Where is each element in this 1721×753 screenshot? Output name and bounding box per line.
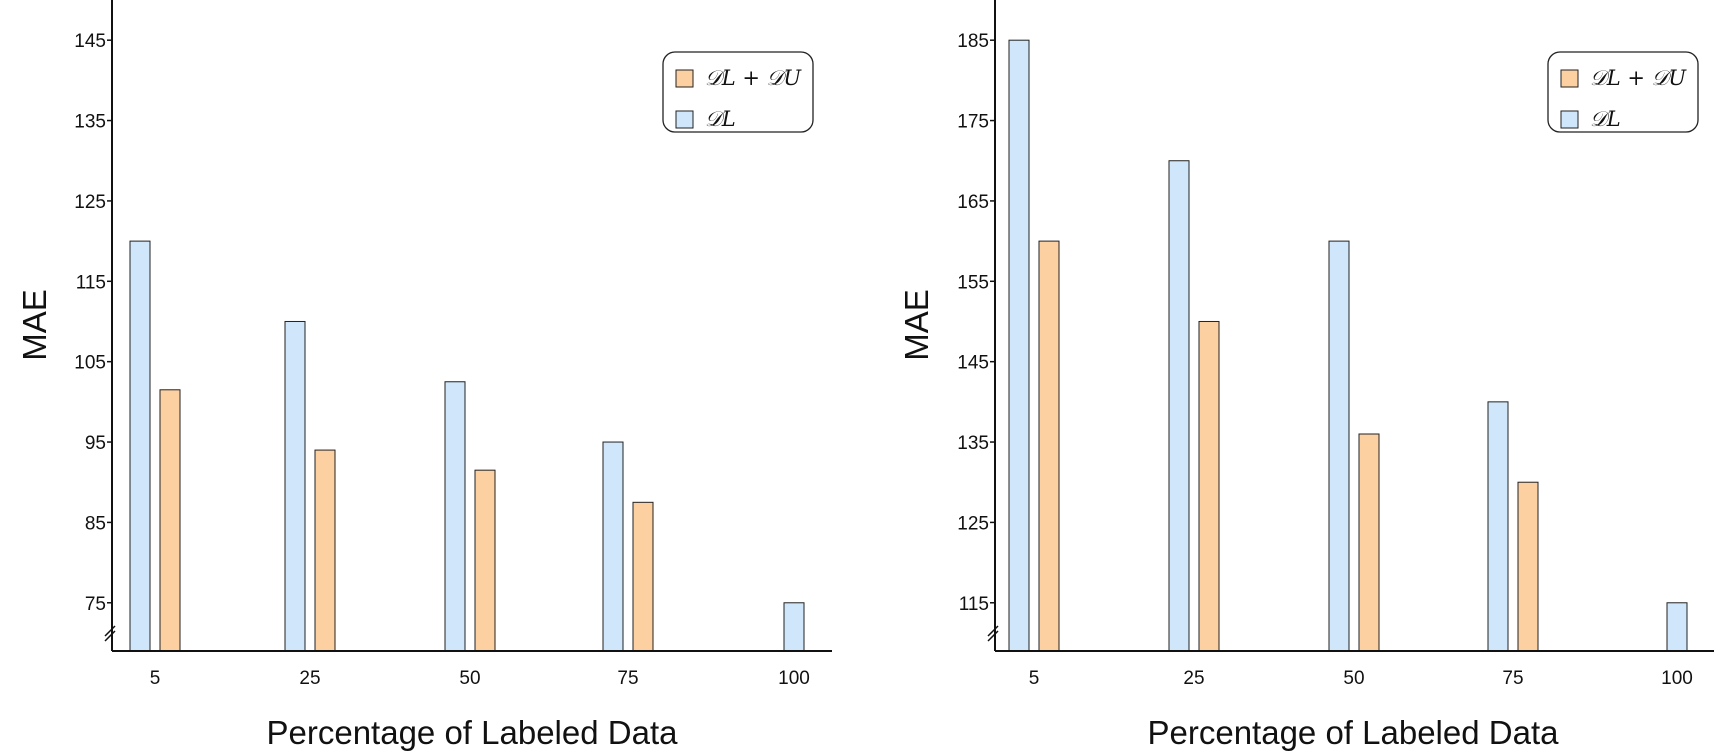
y-tick-label: 125 xyxy=(74,192,106,213)
bar-dl-du-75 xyxy=(1517,481,1539,652)
bar-dl-du-50 xyxy=(474,469,496,652)
y-tick-label: 155 xyxy=(957,272,989,293)
legend-entry: 𝒟L + 𝒟U xyxy=(1590,66,1687,90)
chart-panel-2: 115 125 135 145 155 165 175 185 5 25 50 75 100 Percen… xyxy=(898,0,1714,751)
legend-entry: 𝒟L + 𝒟U xyxy=(705,66,802,90)
x-axis-label: Percentage of Labeled Data xyxy=(267,714,679,751)
bar-dl-du-25 xyxy=(314,449,336,652)
y-tick-label: 85 xyxy=(85,513,106,534)
x-tick-label: 25 xyxy=(1183,668,1204,689)
y-tick-label: 185 xyxy=(957,31,989,52)
bar-dl-du-25 xyxy=(1198,320,1220,652)
x-tick-label: 100 xyxy=(778,668,810,689)
bar-dl-25 xyxy=(284,320,306,652)
legend-swatch xyxy=(675,69,694,88)
y-tick-label: 105 xyxy=(74,353,106,374)
x-tick-label: 25 xyxy=(299,668,320,689)
legend-entry: 𝒟L xyxy=(1590,107,1621,131)
chart-panel-1: 75 85 95 105 115 125 135 145 5 25 50 75 100 Percentag… xyxy=(16,0,832,751)
legend-swatch xyxy=(675,110,694,129)
bar-dl-du-5 xyxy=(159,389,181,652)
legend: 𝒟L + 𝒟U 𝒟L xyxy=(1547,51,1699,133)
bar-dl-75 xyxy=(602,441,624,652)
x-axis-label: Percentage of Labeled Data xyxy=(1148,714,1560,751)
bar-dl-75 xyxy=(1487,401,1509,652)
axis-break-mark xyxy=(987,625,999,642)
y-tick-label: 95 xyxy=(85,433,106,454)
axis-break-mark xyxy=(104,625,116,642)
x-tick-label: 100 xyxy=(1661,668,1693,689)
y-axis-label: MAE xyxy=(898,289,935,361)
y-tick-label: 115 xyxy=(959,594,989,615)
bar-dl-50 xyxy=(1328,240,1350,652)
bar-dl-5 xyxy=(129,240,151,652)
x-tick-label: 50 xyxy=(1343,668,1364,689)
bar-dl-100 xyxy=(1666,602,1688,652)
bar-dl-du-75 xyxy=(632,501,654,652)
legend-swatch xyxy=(1560,110,1579,129)
x-tick-label: 5 xyxy=(1029,668,1040,689)
y-tick-label: 135 xyxy=(74,112,106,133)
y-tick-label: 135 xyxy=(957,433,989,454)
y-tick-label: 75 xyxy=(85,594,106,615)
x-tick-label: 50 xyxy=(459,668,480,689)
legend: 𝒟L + 𝒟U 𝒟L xyxy=(662,51,814,133)
legend-box xyxy=(662,51,814,133)
y-tick-label: 145 xyxy=(957,353,989,374)
bar-dl-50 xyxy=(444,381,466,652)
y-tick-label: 115 xyxy=(76,272,106,293)
x-tick-label: 75 xyxy=(617,668,638,689)
x-tick-label: 5 xyxy=(150,668,161,689)
bar-dl-du-5 xyxy=(1038,240,1060,652)
y-axis-label: MAE xyxy=(16,289,53,361)
legend-entry: 𝒟L xyxy=(705,107,736,131)
y-tick-label: 165 xyxy=(957,192,989,213)
bar-dl-25 xyxy=(1168,160,1190,652)
y-tick-label: 175 xyxy=(957,112,989,133)
x-tick-label: 75 xyxy=(1502,668,1523,689)
y-tick-label: 125 xyxy=(957,513,989,534)
bar-dl-5 xyxy=(1008,39,1030,652)
legend-box xyxy=(1547,51,1699,133)
bar-dl-100 xyxy=(783,602,805,652)
y-tick-label: 145 xyxy=(74,31,106,52)
bar-dl-du-50 xyxy=(1358,433,1380,652)
legend-swatch xyxy=(1560,69,1579,88)
